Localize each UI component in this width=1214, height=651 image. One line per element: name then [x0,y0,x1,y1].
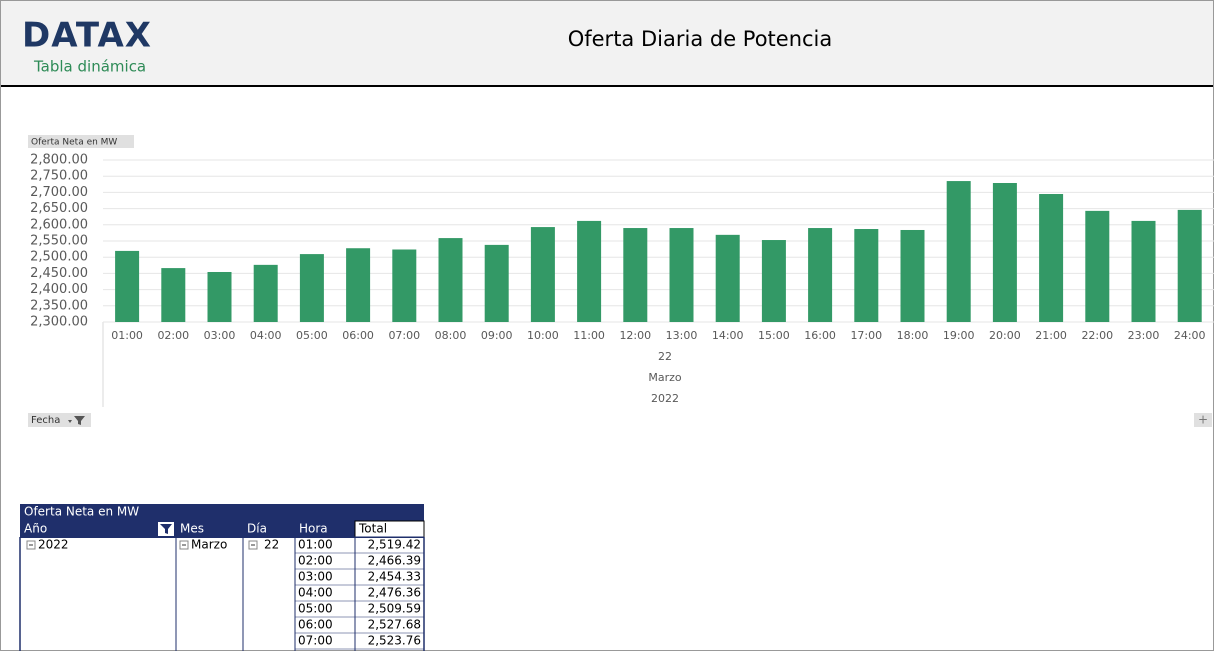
y-tick-label: 2,350.00 [30,298,88,313]
x-tick-label: 07:00 [388,329,420,342]
filter-icon [68,416,85,425]
table-total: 2,454.33 [368,570,421,584]
x-tick-label: 12:00 [619,329,651,342]
y-tick-label: 2,300.00 [30,315,88,330]
y-tick-label: 2,650.00 [30,201,88,216]
bar [161,268,186,322]
table-header: Día [247,522,267,536]
table-title: Oferta Neta en MW [24,505,139,519]
table-month: Marzo [191,538,227,552]
y-label-button[interactable] [28,135,134,148]
bar [346,248,371,322]
bar [900,229,925,322]
category-group-label: 22 [658,350,672,363]
pivot-table: Oferta Neta en MW Año Mes Día Hora Total 2022… [19,504,425,651]
logo: DATAX [22,16,152,56]
x-tick-label: 03:00 [204,329,236,342]
table-hour: 02:00 [298,554,333,568]
bar [808,228,833,322]
x-tick-label: 05:00 [296,329,328,342]
table-header: Año [24,522,47,536]
table-total: 2,523.76 [368,634,421,648]
page-title: Oferta Diaria de Potencia [568,27,833,51]
y-tick-label: 2,600.00 [30,217,88,232]
x-tick-label: 16:00 [804,329,836,342]
table-hour: 03:00 [298,570,333,584]
y-tick-label: 2,800.00 [30,153,88,168]
bar [392,249,417,322]
y-tick-label: 2,550.00 [30,234,88,249]
header-bg [0,0,1214,86]
table-hour: 06:00 [298,618,333,632]
expand-icon: + [1198,413,1208,427]
x-tick-label: 20:00 [989,329,1021,342]
bar [530,227,555,322]
bar [207,271,232,322]
x-tick-label: 23:00 [1128,329,1160,342]
table-day: 22 [264,538,279,552]
x-tick-label: 01:00 [111,329,143,342]
bar [1039,194,1064,322]
x-tick-label: 04:00 [250,329,282,342]
bar [115,250,140,322]
table-total: 2,527.68 [368,618,421,632]
bar [715,234,740,322]
x-tick-label: 22:00 [1081,329,1113,342]
y-tick-label: 2,400.00 [30,282,88,297]
y-tick-label: 2,700.00 [30,185,88,200]
x-tick-label: 08:00 [435,329,467,342]
table-header: Total [358,522,387,536]
x-tick-label: 11:00 [573,329,605,342]
bar [484,244,509,322]
table-header: Hora [299,522,328,536]
y-tick-label: 2,450.00 [30,266,88,281]
filter-label: Fecha [31,415,60,426]
bar [299,254,324,322]
x-tick-label: 10:00 [527,329,559,342]
bar [577,220,602,322]
table-total: 2,509.59 [368,602,421,616]
bar [669,228,694,322]
table-total: 2,519.42 [368,538,421,552]
table-hour: 01:00 [298,538,333,552]
expand-button[interactable] [1194,413,1212,427]
x-tick-label: 02:00 [157,329,189,342]
table-hour: 05:00 [298,602,333,616]
table-hour: 07:00 [298,634,333,648]
table-hour: 04:00 [298,586,333,600]
table-year: 2022 [38,538,69,552]
table-total: 2,476.36 [368,586,421,600]
bar [761,240,786,322]
table-total: 2,466.39 [368,554,421,568]
logo-subtitle: Tabla dinámica [33,58,146,76]
x-tick-label: 09:00 [481,329,513,342]
bar [1177,209,1202,322]
bar [992,183,1017,322]
x-tick-label: 18:00 [897,329,929,342]
x-tick-label: 17:00 [850,329,882,342]
x-tick-label: 15:00 [758,329,790,342]
bar [438,238,463,322]
category-group-label: Marzo [648,371,682,384]
y-axis-label: Oferta Neta en MW [31,138,117,148]
x-tick-label: 14:00 [712,329,744,342]
x-tick-label: 24:00 [1174,329,1206,342]
x-tick-label: 06:00 [342,329,374,342]
bar [854,229,879,322]
x-tick-label: 19:00 [943,329,975,342]
y-tick-label: 2,500.00 [30,250,88,265]
table-header: Mes [180,522,204,536]
bar [253,264,278,322]
bar [623,228,648,322]
bar [1085,210,1110,322]
y-tick-label: 2,750.00 [30,169,88,184]
year-filter-shape [160,524,172,534]
category-group-label: 2022 [651,392,679,405]
bar [1131,220,1156,322]
x-tick-label: 21:00 [1035,329,1067,342]
x-tick-label: 13:00 [666,329,698,342]
bar [946,181,971,322]
